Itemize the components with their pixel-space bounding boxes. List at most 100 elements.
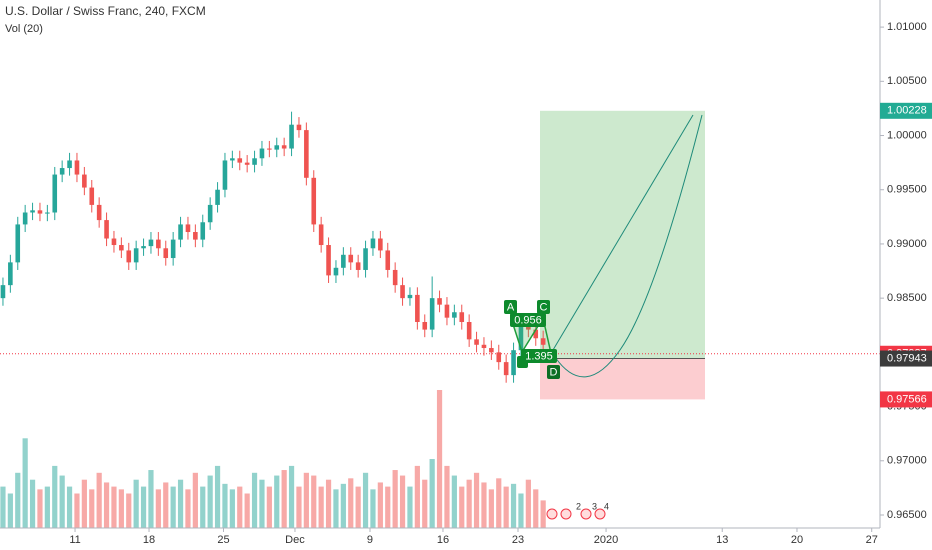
pattern-label: A: [507, 301, 515, 313]
volume-bar: [385, 486, 391, 528]
volume-bar: [214, 465, 221, 528]
y-tick-label: 0.99500: [887, 184, 927, 196]
x-tick-label: 18: [143, 534, 155, 546]
volume-bar: [355, 486, 361, 528]
volume-bar: [466, 479, 472, 528]
candle-body: [304, 130, 309, 178]
chart-title: U.S. Dollar / Swiss Franc, 240, FXCM: [5, 4, 206, 18]
volume-bar: [392, 470, 398, 528]
x-tick-label: 25: [217, 534, 229, 546]
candle-body: [74, 160, 80, 175]
candle-body: [474, 339, 479, 345]
candle-body: [459, 312, 465, 323]
candle-body: [318, 224, 324, 246]
y-tick-label: 1.00000: [887, 129, 927, 141]
volume-bar: [237, 486, 243, 528]
volume-bar: [22, 438, 28, 528]
volume-bar: [266, 486, 272, 528]
event-icon: [546, 508, 558, 520]
event-markers[interactable]: 2 3 4: [546, 501, 609, 520]
candle-body: [252, 158, 257, 165]
candle-body: [163, 248, 169, 259]
volume-bar: [333, 489, 339, 528]
candle-body: [392, 269, 398, 286]
candle-body: [326, 245, 331, 276]
volume-bar: [148, 470, 154, 528]
candle-body: [185, 224, 191, 233]
volume-bar: [325, 479, 332, 528]
volume-bar: [459, 486, 465, 528]
volume-bar: [288, 465, 295, 528]
candle-body: [104, 220, 109, 239]
volume-bar: [429, 459, 435, 528]
volume-label: Vol (20): [5, 23, 43, 35]
candle-body: [363, 248, 368, 270]
volume-bar: [81, 479, 87, 528]
price-tag-label: 1.00228: [887, 105, 927, 117]
candle-body: [444, 304, 450, 318]
candle-body: [67, 160, 72, 169]
candle-body: [133, 248, 139, 263]
candle-body: [466, 322, 472, 340]
candle-body: [311, 177, 317, 225]
volume-bar: [244, 493, 250, 528]
candle-body: [215, 189, 220, 205]
y-tick-label: 0.99000: [887, 238, 927, 250]
volume-bar: [37, 489, 43, 528]
volume-bar: [473, 472, 480, 528]
volume-bar: [503, 486, 509, 528]
candle-body: [267, 148, 272, 150]
volume-bar: [407, 486, 413, 528]
volume-bar: [185, 489, 191, 528]
volume-bar: [140, 486, 147, 528]
candle-body: [281, 145, 287, 149]
volume-bar: [488, 489, 494, 528]
candle-body: [274, 145, 280, 150]
candle-body: [59, 168, 65, 175]
event-count: 4: [604, 501, 609, 511]
volume-bar: [496, 478, 502, 528]
volume-bar: [518, 493, 524, 528]
y-tick-label: 1.01000: [887, 21, 927, 33]
volume-bar: [481, 482, 487, 528]
candle-body: [244, 162, 250, 165]
volume-bar: [370, 489, 376, 528]
label-box: [521, 349, 557, 363]
candle-body: [415, 294, 420, 323]
volume-bar: [510, 483, 517, 528]
candle-body: [422, 322, 428, 330]
volume-bar: [362, 472, 369, 528]
x-tick-label: 23: [512, 534, 524, 546]
candle-body: [52, 174, 58, 213]
x-tick-label: 11: [69, 534, 80, 546]
volume-bar: [222, 483, 228, 528]
volume-bar: [52, 465, 58, 528]
volume-bar: [348, 478, 354, 528]
candle-body: [400, 285, 405, 299]
candle-body: [237, 158, 243, 163]
candle-body: [533, 329, 539, 339]
volume-bar: [155, 489, 161, 528]
candle-body: [518, 322, 524, 351]
volume-bar: [274, 475, 280, 528]
volume-bar: [444, 465, 450, 528]
volume-bar: [229, 489, 235, 528]
volume-bar: [303, 472, 309, 528]
y-tick-label: 0.98500: [887, 292, 927, 304]
volume-bar: [377, 482, 383, 528]
harmonic-pattern[interactable]: A C D 0.956 1.395: [504, 114, 703, 379]
price-tag: [880, 102, 932, 119]
volume-bar: [89, 489, 95, 528]
y-tick-label: 1.00500: [887, 75, 927, 87]
volume-bar: [200, 486, 206, 528]
candle-body: [119, 245, 124, 251]
volume-bar: [340, 483, 346, 528]
volume-bar: [399, 475, 406, 528]
volume-bar: [311, 475, 317, 528]
candle-body: [200, 222, 206, 240]
event-icon: [580, 508, 592, 520]
label-box: [510, 313, 546, 327]
candle-body: [370, 238, 376, 249]
candle-body: [96, 204, 102, 221]
